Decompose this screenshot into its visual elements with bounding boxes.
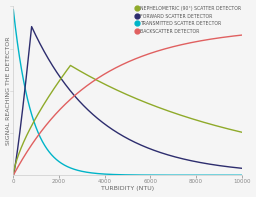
Legend: NEPHELOMETRIC (90°) SCATTER DETECTOR, FORWARD SCATTER DETECTOR, TRANSMITTED SCAT: NEPHELOMETRIC (90°) SCATTER DETECTOR, FO… — [135, 5, 242, 35]
Y-axis label: SIGNAL REACHING THE DETECTOR: SIGNAL REACHING THE DETECTOR — [6, 36, 10, 145]
X-axis label: TURBIDITY (NTU): TURBIDITY (NTU) — [101, 186, 154, 191]
